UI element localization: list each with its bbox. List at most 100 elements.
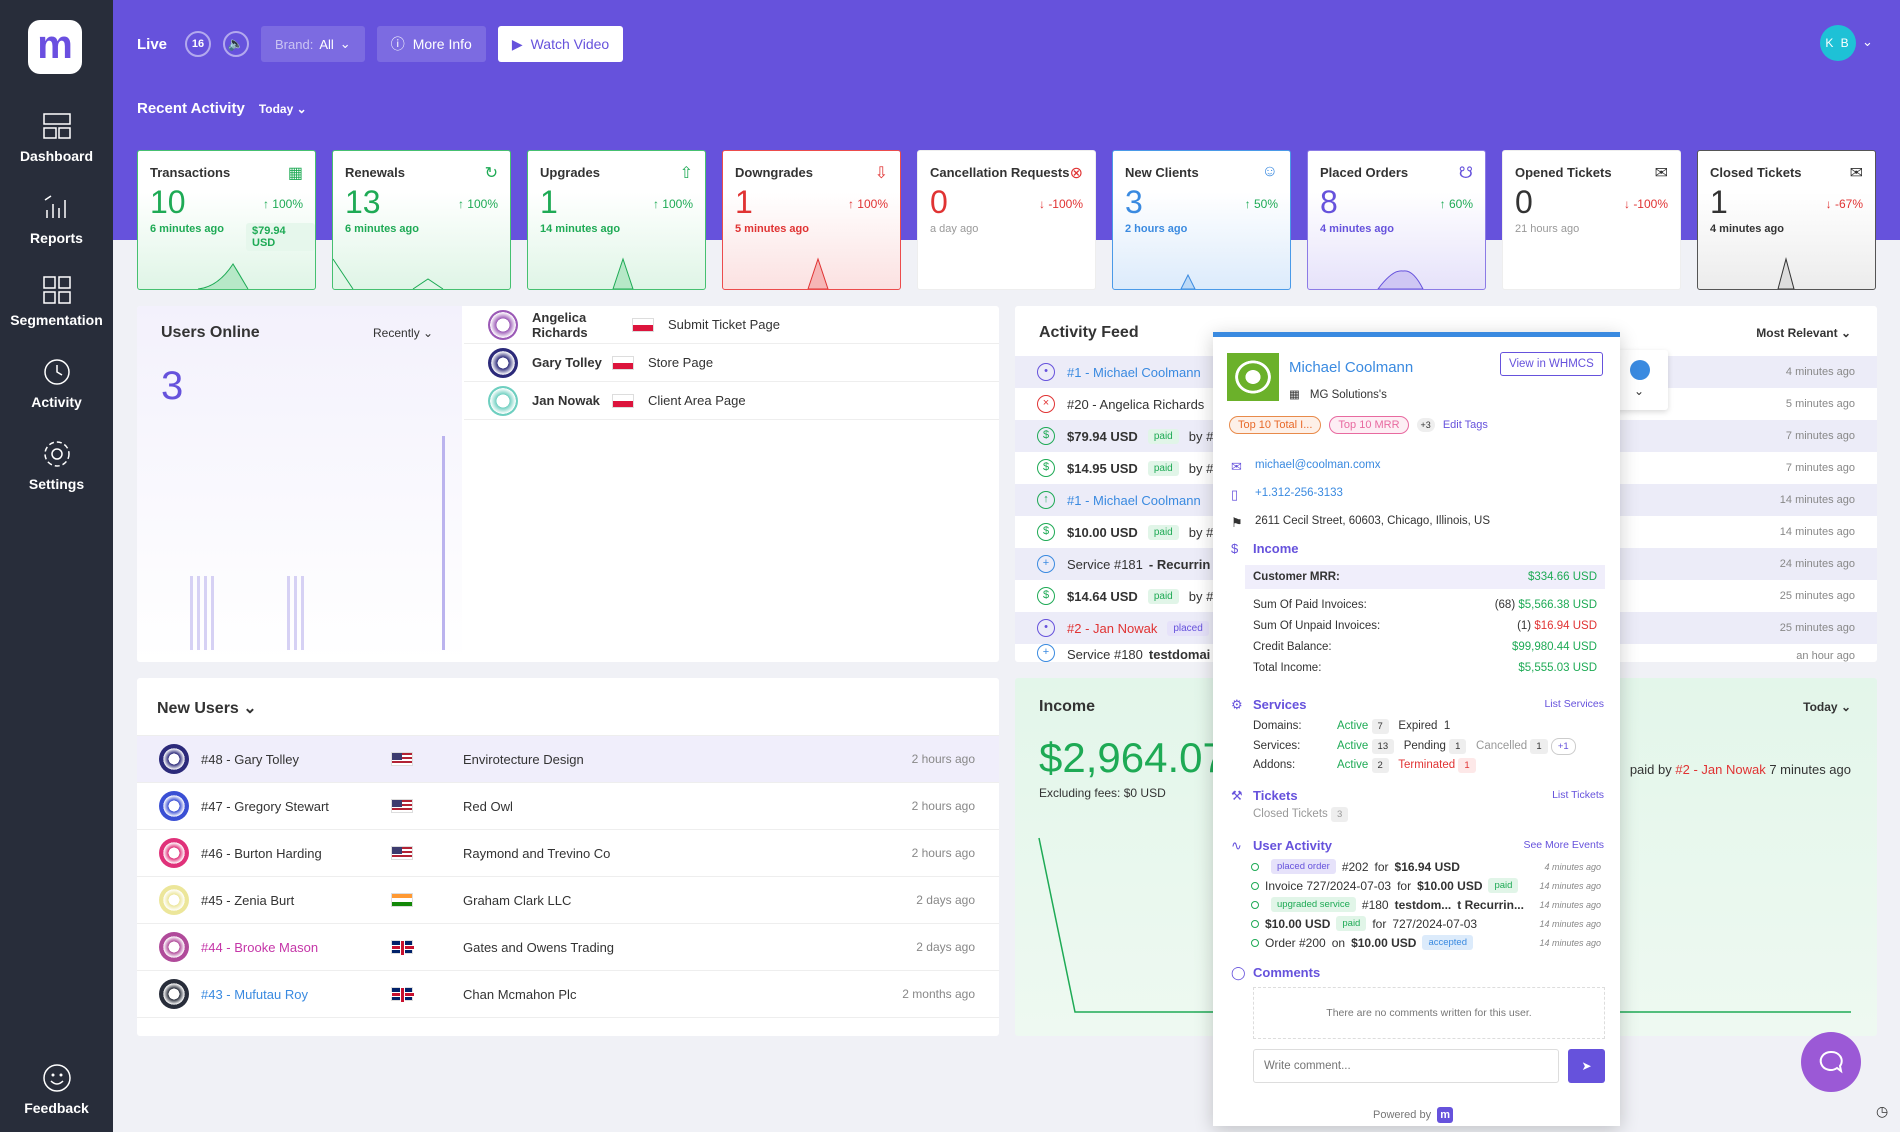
feed-text[interactable]: #2 - Jan Nowak: [1067, 620, 1158, 636]
client-name[interactable]: Michael Coolmann: [1289, 359, 1414, 376]
list-item[interactable]: Angelica Richards Submit Ticket Page: [464, 306, 999, 344]
paid-by-client[interactable]: #2 - Jan Nowak: [1675, 762, 1766, 777]
comment-input[interactable]: [1253, 1049, 1559, 1083]
flag-pl-icon: [612, 393, 634, 408]
brand-select[interactable]: Brand: All ⌄: [261, 26, 365, 62]
list-item[interactable]: $ $14.95 USD paid by # 7 minutes ago: [1015, 452, 1877, 484]
flag-icon: ⚑: [1231, 515, 1243, 530]
topbar: Live 16 🔈 Brand: All ⌄ ⓘ More Info ▶ Watch V…: [137, 26, 624, 62]
card-renewals[interactable]: Renewals ↻ 13 ↑ 100% 6 minutes ago: [332, 150, 511, 290]
user-avatar[interactable]: K B: [1820, 25, 1856, 61]
activity-feed-sort[interactable]: Most Relevant ⌄: [1756, 326, 1851, 340]
page-name: Client Area Page: [648, 393, 746, 408]
send-icon: ➤: [1581, 1059, 1592, 1073]
watch-video-button[interactable]: ▶ Watch Video: [497, 26, 624, 62]
list-item[interactable]: $ $10.00 USD paid by # 14 minutes ago: [1015, 516, 1877, 548]
income-range-select[interactable]: Today ⌄: [1803, 700, 1851, 714]
nav-label: Reports: [30, 230, 83, 246]
text: #202: [1341, 859, 1369, 874]
list-item[interactable]: Jan Nowak Client Area Page: [464, 382, 999, 420]
more-info-button[interactable]: ⓘ More Info: [376, 26, 486, 62]
income-title: Income: [1039, 698, 1096, 715]
nav-segmentation[interactable]: Segmentation: [0, 274, 113, 328]
cancel-circle-icon: ⊗: [1069, 165, 1083, 182]
brand-value: All: [319, 36, 334, 52]
card-transactions[interactable]: Transactions ▦ 10 ↑ 100% 6 minutes ago $79.94…: [137, 150, 316, 290]
list-item[interactable]: $10.00 USD paid for 727/2024-07-03 14 minute…: [1251, 916, 1601, 931]
app-logo[interactable]: m: [28, 20, 82, 74]
card-title: Placed Orders: [1320, 165, 1409, 180]
edit-tags-link[interactable]: Edit Tags: [1442, 419, 1488, 431]
text: for: [1397, 878, 1412, 893]
chevron-down-icon[interactable]: ⌄: [1862, 34, 1873, 49]
card-new-clients[interactable]: New Clients ☺ 3 ↑ 50% 2 hours ago: [1112, 150, 1291, 290]
feed-text[interactable]: #20 - Angelica Richards: [1067, 396, 1205, 412]
nav-activity[interactable]: Activity: [0, 356, 113, 410]
label: Sum Of Unpaid Invoices:: [1253, 620, 1381, 632]
user-name[interactable]: #45 - Zenia Burt: [201, 892, 295, 908]
card-closed-tickets[interactable]: Closed Tickets ✉ 1 ↓ -67% 4 minutes ago: [1697, 150, 1876, 290]
add-user-icon: ☺: [1261, 163, 1278, 180]
paid-by-label: paid by: [1629, 762, 1672, 777]
flag-us-icon: [391, 752, 413, 766]
building-icon: ▦: [1289, 389, 1300, 401]
speaker-icon[interactable]: 🔈: [223, 31, 250, 57]
live-count-badge[interactable]: 16: [185, 31, 212, 57]
user-name[interactable]: #46 - Burton Harding: [201, 845, 322, 861]
list-item[interactable]: Order #200 on $10.00 USD accepted 14 minutes…: [1251, 935, 1601, 950]
list-item[interactable]: upgraded service #180 testdom... t Recurrin…: [1251, 897, 1601, 912]
card-opened-tickets[interactable]: Opened Tickets ✉ 0 ↓ -100% 21 hours ago: [1502, 150, 1681, 290]
more-tags-badge[interactable]: +3: [1416, 418, 1435, 432]
card-downgrades[interactable]: Downgrades ⇩ 1 ↑ 100% 5 minutes ago: [722, 150, 901, 290]
reports-icon: [44, 195, 66, 218]
feed-text[interactable]: #1 - Michael Coolmann: [1067, 492, 1201, 508]
list-item[interactable]: $ $14.64 USD paid by # 25 minutes ago: [1015, 580, 1877, 612]
see-more-events-link[interactable]: See More Events: [1523, 839, 1604, 851]
text: Order #200: [1265, 935, 1326, 950]
tag[interactable]: Top 10 MRR: [1329, 416, 1409, 434]
users-online-filter[interactable]: Recently ⌄: [373, 326, 434, 340]
table-row[interactable]: #46 - Burton Harding Raymond and Trevino …: [137, 830, 999, 877]
feed-text[interactable]: #1 - Michael Coolmann: [1067, 364, 1201, 380]
nav-feedback[interactable]: Feedback: [0, 1062, 113, 1116]
clock-icon[interactable]: ◷: [1876, 1103, 1889, 1119]
card-cancellation-requests[interactable]: Cancellation Requests ⊗ 0 ↓ -100% a day ago: [917, 150, 1096, 290]
time: 2 days ago: [916, 893, 975, 907]
card-placed-orders[interactable]: Placed Orders ☋ 8 ↑ 60% 4 minutes ago: [1307, 150, 1486, 290]
tag[interactable]: Top 10 Total I...: [1229, 416, 1322, 434]
user-name[interactable]: #48 - Gary Tolley: [201, 751, 300, 767]
list-item[interactable]: × #20 - Angelica Richards 5 minutes ago: [1015, 388, 1877, 420]
table-row[interactable]: #43 - Mufutau Roy Chan Mcmahon Plc 2 month…: [137, 971, 999, 1018]
new-users-title[interactable]: New Users ⌄: [157, 700, 257, 717]
more-badge[interactable]: +1: [1550, 737, 1576, 755]
list-tickets-link[interactable]: List Tickets: [1552, 789, 1604, 801]
feed-by: by #: [1188, 460, 1214, 476]
company: Envirotecture Design: [463, 751, 584, 767]
user-name[interactable]: #43 - Mufutau Roy: [201, 986, 308, 1002]
list-item[interactable]: Gary Tolley Store Page: [464, 344, 999, 382]
nav-dashboard[interactable]: Dashboard: [0, 110, 113, 164]
nav-settings[interactable]: Settings: [0, 438, 113, 492]
card-upgrades[interactable]: Upgrades ⇧ 1 ↑ 100% 14 minutes ago: [527, 150, 706, 290]
domains-row: Domains: Active 7 Expired 1: [1253, 717, 1593, 737]
list-item[interactable]: placed order #202 for $16.94 USD 4 minutes a…: [1251, 859, 1601, 874]
user-name[interactable]: #44 - Brooke Mason: [201, 939, 319, 955]
table-row[interactable]: #45 - Zenia Burt Graham Clark LLC 2 days a…: [137, 877, 999, 924]
client-phone[interactable]: +1.312-256-3133: [1255, 487, 1343, 499]
table-row[interactable]: #48 - Gary Tolley Envirotecture Design 2 h…: [137, 736, 999, 783]
chat-button[interactable]: [1801, 1032, 1861, 1092]
user-name[interactable]: #47 - Gregory Stewart: [201, 798, 329, 814]
table-row[interactable]: #47 - Gregory Stewart Red Owl 2 hours ago: [137, 783, 999, 830]
list-item[interactable]: Invoice 727/2024-07-03 for $10.00 USD paid 1…: [1251, 878, 1601, 893]
feed-text: $79.94 USD: [1067, 428, 1138, 444]
recent-range-select[interactable]: Today ⌄: [258, 102, 307, 116]
view-in-whmcs-button[interactable]: View in WHMCS: [1500, 352, 1603, 376]
table-row[interactable]: #44 - Brooke Mason Gates and Owens Tradin…: [137, 924, 999, 971]
list-item[interactable]: + Service #180 testdomai an hour ago: [1015, 644, 1877, 662]
nav-reports[interactable]: Reports: [0, 192, 113, 246]
client-email[interactable]: michael@coolman.comx: [1255, 459, 1381, 471]
send-button[interactable]: ➤: [1568, 1049, 1605, 1083]
users-online-summary: Users Online Recently ⌄ 3: [137, 306, 462, 662]
expand-panel[interactable]: ⌄: [1614, 350, 1668, 410]
list-services-link[interactable]: List Services: [1544, 698, 1604, 710]
